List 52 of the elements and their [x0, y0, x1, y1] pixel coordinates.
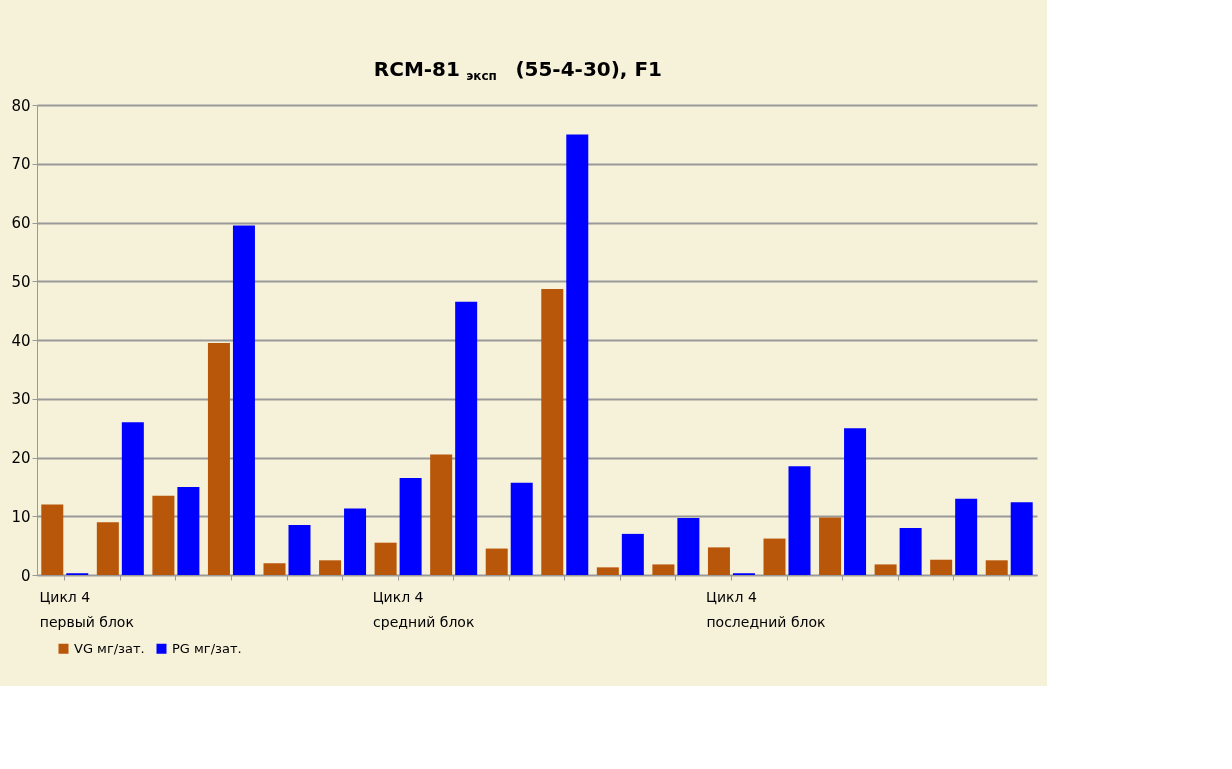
bar — [788, 466, 811, 575]
bar — [152, 495, 175, 575]
bar — [344, 508, 367, 575]
bar — [677, 518, 700, 575]
bar — [1010, 502, 1033, 575]
y-tick-label: 30 — [11, 390, 31, 409]
bar — [177, 486, 200, 575]
bar — [121, 422, 144, 575]
bar — [96, 522, 119, 575]
y-tick-label: 20 — [11, 449, 31, 467]
bar — [985, 560, 1008, 575]
y-tick-label: 10 — [11, 507, 31, 526]
bar — [399, 478, 422, 575]
chart-title: RCM-81 эксп (55-4-30), F1 — [373, 57, 663, 83]
y-tick-label: 60 — [11, 214, 31, 232]
bar — [319, 560, 342, 575]
legend-label: PG мг/зат. — [172, 640, 242, 656]
bar — [566, 134, 589, 575]
bar — [844, 428, 867, 575]
legend-label: VG мг/зат. — [74, 640, 145, 656]
y-tick-label: 50 — [11, 272, 31, 291]
bar — [874, 564, 897, 575]
x-tick-label: Цикл 4 — [39, 588, 91, 605]
bar — [652, 564, 675, 575]
bar — [621, 533, 644, 575]
text: средний блок — [373, 614, 475, 630]
bar — [374, 542, 397, 575]
text: последний блок — [706, 614, 826, 630]
bar — [288, 525, 311, 575]
bar — [485, 548, 508, 575]
bar — [819, 517, 842, 575]
bar — [41, 504, 64, 575]
x-tick-label: Цикл 4 — [372, 588, 424, 605]
y-tick-label: 40 — [11, 331, 31, 350]
text: первый блок — [39, 614, 134, 630]
y-tick-label: 70 — [11, 155, 31, 174]
bar — [455, 301, 478, 575]
bar — [232, 225, 255, 575]
bar — [541, 288, 564, 575]
bar — [899, 528, 922, 575]
y-tick-label: 80 — [11, 96, 31, 115]
bar — [263, 563, 286, 575]
y-tick-label: 0 — [20, 566, 31, 585]
x-tick-label: Цикл 4 — [706, 588, 757, 605]
bar — [596, 567, 619, 575]
bar — [955, 498, 978, 575]
bar — [707, 547, 730, 575]
bar — [207, 342, 230, 575]
bar — [430, 454, 453, 575]
bar — [763, 538, 786, 575]
bar — [930, 559, 953, 575]
bar — [510, 482, 533, 575]
